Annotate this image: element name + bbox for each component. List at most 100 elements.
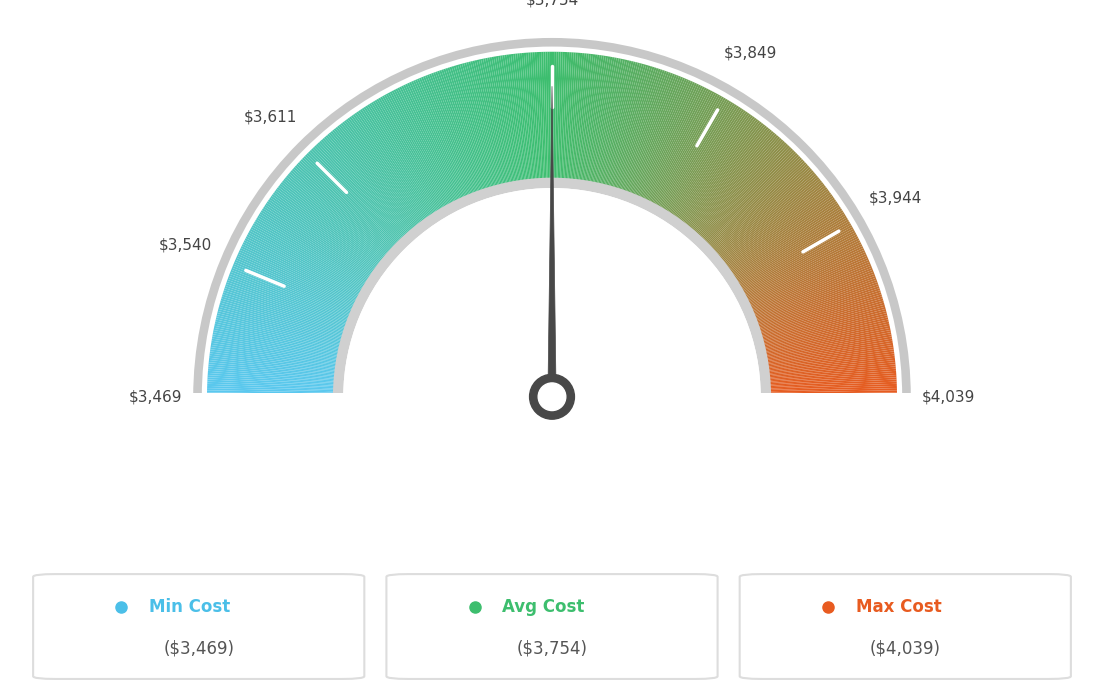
Wedge shape	[208, 371, 339, 382]
Wedge shape	[714, 172, 815, 258]
Wedge shape	[304, 156, 399, 248]
Wedge shape	[764, 353, 894, 371]
Wedge shape	[360, 109, 434, 219]
Wedge shape	[741, 235, 858, 297]
Wedge shape	[541, 52, 546, 183]
Wedge shape	[552, 52, 554, 183]
Wedge shape	[766, 388, 896, 393]
Wedge shape	[246, 235, 363, 297]
Text: $4,039: $4,039	[922, 389, 976, 404]
Wedge shape	[763, 341, 893, 364]
Wedge shape	[268, 199, 376, 275]
Wedge shape	[473, 61, 505, 188]
Wedge shape	[672, 111, 747, 221]
Wedge shape	[221, 298, 347, 337]
Wedge shape	[206, 395, 338, 397]
Wedge shape	[431, 73, 478, 197]
Wedge shape	[384, 95, 449, 210]
Wedge shape	[487, 57, 513, 186]
Wedge shape	[276, 189, 381, 269]
Wedge shape	[234, 262, 355, 314]
Wedge shape	[211, 343, 341, 364]
Wedge shape	[670, 109, 744, 219]
Wedge shape	[692, 137, 781, 236]
Wedge shape	[623, 72, 669, 195]
Wedge shape	[762, 332, 891, 358]
Wedge shape	[733, 212, 845, 284]
Wedge shape	[248, 230, 364, 295]
Wedge shape	[756, 296, 883, 336]
Wedge shape	[754, 282, 878, 327]
Wedge shape	[344, 120, 424, 226]
Wedge shape	[698, 144, 788, 241]
Wedge shape	[614, 67, 655, 193]
Wedge shape	[261, 210, 372, 282]
Wedge shape	[466, 62, 500, 190]
Wedge shape	[220, 301, 347, 338]
Wedge shape	[569, 52, 580, 184]
Wedge shape	[526, 52, 538, 184]
Circle shape	[538, 383, 565, 411]
Wedge shape	[626, 73, 673, 197]
Wedge shape	[449, 67, 490, 193]
Wedge shape	[688, 130, 772, 232]
Wedge shape	[295, 166, 393, 255]
Wedge shape	[509, 55, 527, 184]
Wedge shape	[592, 58, 618, 187]
Wedge shape	[445, 68, 487, 193]
Wedge shape	[675, 114, 751, 222]
Wedge shape	[484, 58, 510, 187]
Wedge shape	[287, 173, 389, 259]
Wedge shape	[609, 64, 646, 191]
Wedge shape	[766, 391, 896, 394]
Wedge shape	[315, 146, 405, 242]
Wedge shape	[362, 108, 435, 218]
Text: $3,944: $3,944	[869, 191, 922, 206]
Wedge shape	[252, 225, 367, 291]
Wedge shape	[726, 197, 835, 275]
Wedge shape	[664, 102, 733, 215]
Wedge shape	[219, 305, 346, 341]
Wedge shape	[231, 270, 353, 319]
Wedge shape	[238, 252, 358, 308]
Wedge shape	[279, 184, 384, 266]
Wedge shape	[654, 93, 719, 209]
Wedge shape	[417, 79, 469, 200]
Wedge shape	[225, 284, 350, 328]
Wedge shape	[630, 76, 681, 198]
Wedge shape	[208, 393, 338, 395]
Text: $3,540: $3,540	[159, 238, 212, 253]
Wedge shape	[227, 278, 351, 324]
Wedge shape	[256, 217, 369, 287]
Wedge shape	[550, 52, 552, 183]
Wedge shape	[460, 63, 496, 190]
Wedge shape	[217, 309, 346, 344]
Wedge shape	[353, 114, 429, 222]
Wedge shape	[209, 362, 339, 377]
Wedge shape	[761, 324, 890, 353]
Wedge shape	[745, 250, 866, 307]
Wedge shape	[703, 152, 797, 246]
Wedge shape	[468, 61, 501, 189]
Wedge shape	[215, 322, 343, 351]
Wedge shape	[415, 79, 468, 200]
Wedge shape	[682, 123, 764, 228]
Wedge shape	[390, 91, 453, 208]
Wedge shape	[676, 115, 753, 223]
Wedge shape	[746, 252, 866, 308]
Wedge shape	[251, 227, 365, 293]
Wedge shape	[226, 280, 351, 326]
Wedge shape	[308, 151, 402, 246]
Wedge shape	[277, 187, 382, 268]
Wedge shape	[393, 89, 455, 207]
Wedge shape	[216, 315, 344, 348]
Wedge shape	[606, 63, 643, 190]
Wedge shape	[427, 75, 476, 197]
Wedge shape	[444, 68, 486, 194]
Wedge shape	[713, 170, 814, 257]
Wedge shape	[764, 347, 894, 367]
Wedge shape	[208, 380, 338, 387]
Wedge shape	[327, 134, 414, 235]
Wedge shape	[209, 360, 339, 375]
Wedge shape	[475, 60, 506, 188]
